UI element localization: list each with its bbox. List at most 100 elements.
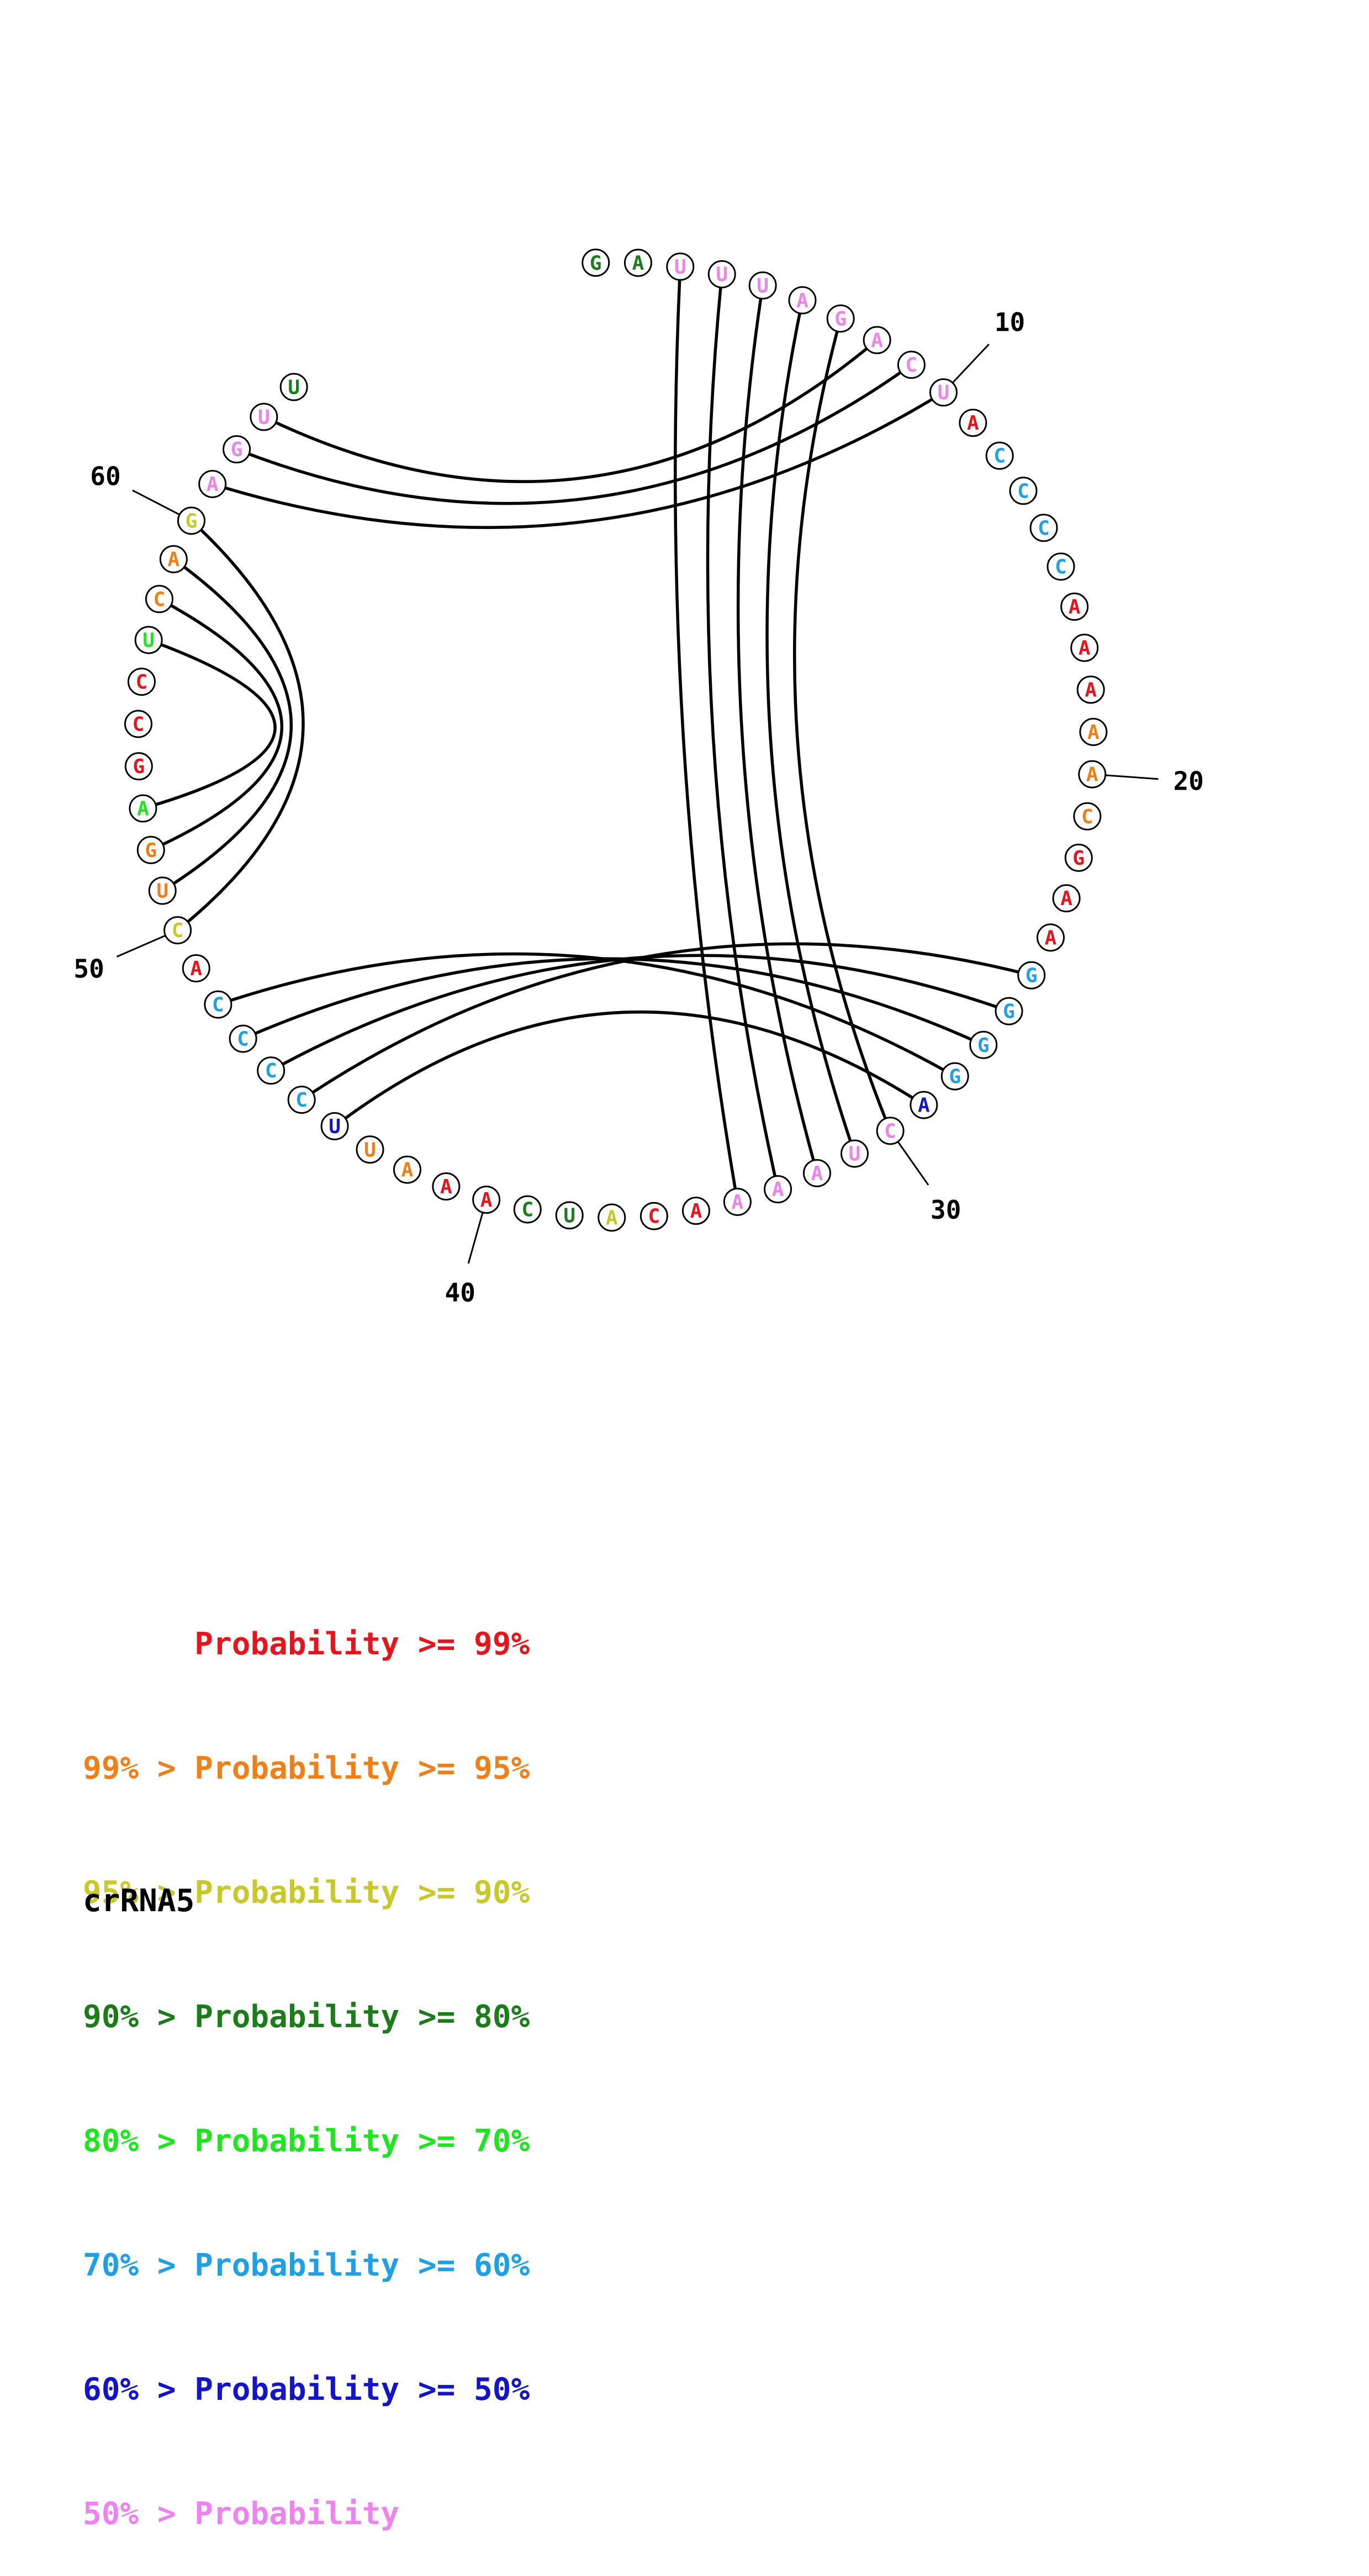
nucleotide-52: G — [136, 835, 165, 864]
nucleotide-letter: U — [563, 1204, 575, 1227]
nucleotide-circle — [929, 378, 958, 407]
legend-row-7: 60% > Probability >= 50% — [83, 2372, 530, 2408]
nucleotide-circle — [1017, 961, 1046, 990]
nucleotide-circle — [985, 441, 1014, 470]
nucleotide-8: A — [863, 326, 891, 355]
nucleotide-letter: G — [1026, 965, 1038, 987]
nucleotide-31: U — [841, 1139, 869, 1168]
nucleotide-circle — [257, 1056, 286, 1085]
nucleotide-circle — [1046, 552, 1075, 581]
nucleotide-14: C — [1029, 514, 1058, 542]
nucleotide-circle — [432, 1172, 461, 1201]
nucleotide-letter: A — [918, 1094, 930, 1117]
nucleotide-letter: A — [401, 1159, 414, 1182]
nucleotide-circle — [159, 545, 188, 574]
nucleotide-circle — [802, 1159, 831, 1187]
nucleotide-circle — [127, 668, 156, 696]
nucleotide-letter: C — [1055, 556, 1067, 579]
nucleotide-circle — [995, 997, 1023, 1025]
position-label-10: 10 — [995, 307, 1025, 337]
nucleotide-circle — [623, 248, 652, 277]
nucleotide-25: G — [1017, 961, 1046, 990]
nucleotide-letter: U — [849, 1143, 861, 1166]
nucleotide-3: U — [666, 252, 695, 281]
position-label-line-40 — [467, 1212, 484, 1264]
nucleotide-letter: C — [648, 1205, 660, 1228]
nucleotide-12: C — [985, 441, 1014, 470]
nucleotide-circle — [320, 1112, 349, 1140]
nucleotide-30: C — [876, 1117, 905, 1145]
nucleotide-letter: C — [1038, 517, 1050, 539]
nucleotide-letter: C — [136, 671, 148, 694]
nucleotide-circle — [145, 585, 174, 613]
base-pair-arc-53-57 — [142, 638, 277, 810]
nucleotide-16: A — [1060, 593, 1089, 621]
nucleotide-49: A — [182, 954, 210, 983]
nucleotide-circle — [393, 1155, 421, 1184]
nucleotide-circle — [707, 260, 736, 289]
nucleotide-37: A — [598, 1203, 626, 1232]
legend-row-8: 50% > Probability — [83, 2496, 400, 2532]
nucleotide-36: C — [639, 1202, 668, 1230]
nucleotide-7: G — [826, 304, 855, 333]
nucleotide-48: C — [204, 990, 232, 1019]
nucleotide-letter: A — [1045, 927, 1057, 949]
nucleotide-circle — [1009, 477, 1038, 505]
base-pair-arc-51-59 — [161, 558, 293, 892]
nucleotide-circle — [287, 1086, 316, 1114]
position-label-60: 60 — [90, 462, 120, 491]
nucleotide-circle — [959, 409, 987, 437]
nucleotide-11: A — [959, 409, 987, 437]
nucleotide-27: G — [969, 1030, 998, 1059]
nucleotide-letter: A — [606, 1207, 618, 1229]
nucleotide-35: A — [681, 1197, 710, 1225]
nucleotide-circle — [1078, 760, 1107, 789]
nucleotide-circle — [748, 271, 777, 300]
nucleotide-letter: U — [364, 1139, 376, 1161]
nucleotide-letter: A — [168, 548, 180, 571]
nucleotide-letter: A — [1060, 887, 1072, 910]
nucleotide-51: U — [148, 876, 177, 905]
nucleotide-circle — [513, 1195, 542, 1224]
nucleotide-41: A — [432, 1172, 461, 1201]
nucleotide-circle — [1079, 718, 1108, 747]
nucleotide-circle — [148, 876, 177, 905]
nucleotide-circle — [598, 1203, 626, 1232]
nucleotide-letter: U — [716, 263, 728, 286]
nucleotide-circle — [163, 916, 192, 945]
base-pair-arc-5-32 — [736, 285, 819, 1174]
nucleotide-58: C — [145, 585, 174, 613]
position-label-50: 50 — [73, 954, 104, 983]
base-pair-arc-9-62 — [236, 363, 913, 505]
nucleotide-55: C — [124, 710, 152, 738]
nucleotide-letter: A — [796, 289, 808, 312]
nucleotide-circle — [897, 351, 926, 379]
nucleotide-circle — [876, 1117, 905, 1145]
nucleotide-circle — [129, 794, 157, 823]
position-label-40: 40 — [445, 1278, 475, 1308]
nucleotide-letter: U — [329, 1115, 341, 1138]
nucleotide-letter: U — [938, 382, 950, 404]
nucleotide-13: C — [1009, 477, 1038, 505]
nucleotide-circle — [969, 1030, 998, 1059]
nucleotide-letter: U — [757, 274, 769, 297]
position-label-line-50 — [116, 934, 166, 958]
nucleotide-circle — [182, 954, 210, 983]
nucleotide-circle — [223, 435, 251, 464]
nucleotide-letter: U — [674, 256, 686, 278]
nucleotide-47: C — [229, 1024, 257, 1053]
nucleotide-1: G — [582, 248, 610, 277]
nucleotide-letter: G — [186, 510, 198, 532]
nucleotide-letter: A — [811, 1162, 823, 1185]
nucleotide-circle — [134, 626, 163, 654]
nucleotide-17: A — [1070, 633, 1099, 662]
nucleotide-letter: U — [258, 406, 270, 429]
nucleotide-circle — [555, 1201, 584, 1230]
position-label-30: 30 — [931, 1195, 961, 1225]
nucleotide-29: A — [910, 1091, 938, 1119]
nucleotide-5: U — [748, 271, 777, 300]
nucleotide-circle — [177, 506, 205, 535]
base-pair-arc-28-48 — [217, 952, 956, 1078]
nucleotide-34: A — [723, 1187, 752, 1216]
nucleotide-circle — [826, 304, 855, 333]
